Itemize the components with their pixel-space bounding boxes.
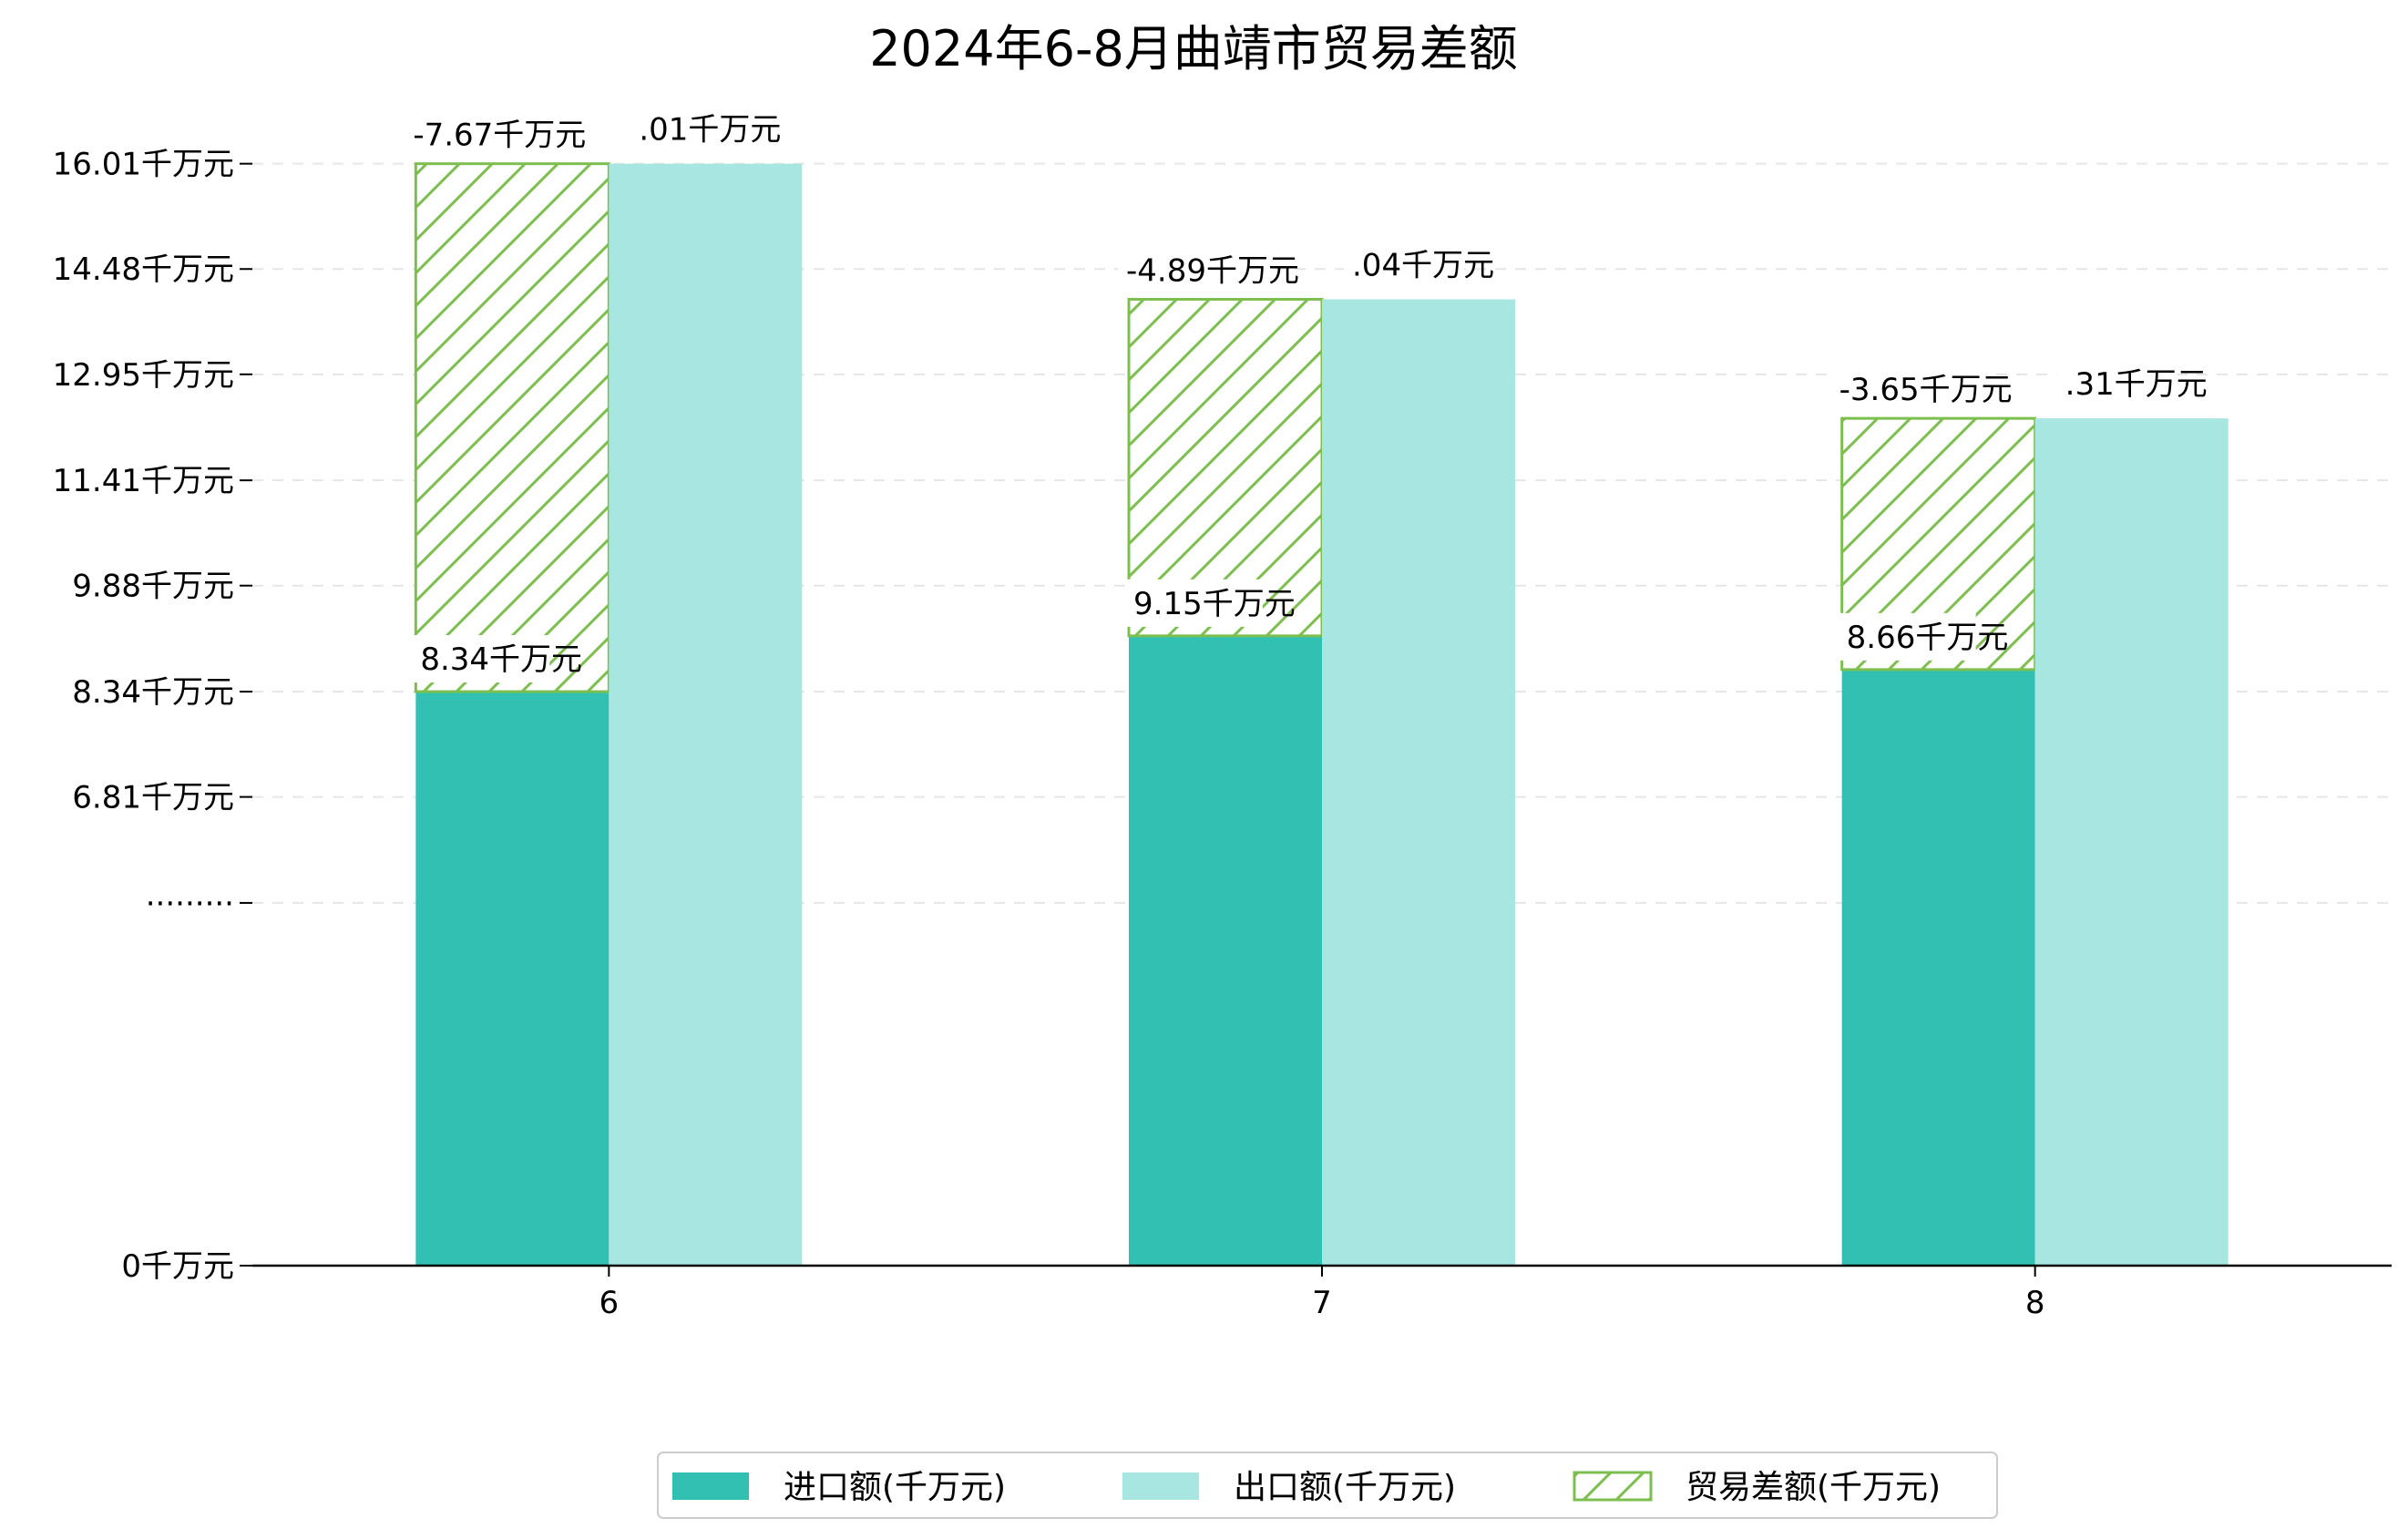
- x-tick-label: 6: [599, 1285, 620, 1321]
- y-tick-label: 0千万元: [121, 1248, 234, 1285]
- y-tick-label: 16.01千万元: [53, 147, 234, 183]
- label-trade-balance-bg: [1118, 246, 1273, 294]
- legend-label: 贸易差额(千万元): [1686, 1469, 1941, 1506]
- label-import-bg: [1125, 579, 1263, 627]
- x-tick-label: 8: [2025, 1285, 2045, 1321]
- label-import: 8.34千万元: [420, 641, 582, 678]
- bar-export: [2034, 418, 2229, 1266]
- label-export: .31千万元: [2065, 366, 2208, 403]
- bar-import: [1129, 635, 1322, 1266]
- legend: 进口额(千万元) 出口额(千万元) 贸易差额(千万元): [657, 1452, 1998, 1519]
- label-export: .04千万元: [1352, 247, 1494, 283]
- label-export-bg: [2056, 360, 2177, 408]
- legend-label: 出口额(千万元): [1234, 1469, 1456, 1506]
- bar-import: [415, 692, 610, 1266]
- label-import: 9.15千万元: [1133, 586, 1296, 622]
- bar-export: [609, 163, 803, 1266]
- label-import-bg: [1838, 612, 1976, 661]
- legend-swatch: [1573, 1471, 1653, 1502]
- label-export-bg: [1344, 241, 1464, 289]
- label-trade-balance: -3.65千万元: [1839, 372, 2013, 408]
- y-tick-label: 6.81千万元: [72, 780, 234, 816]
- label-export-bg: [630, 105, 752, 153]
- y-tick-label: 14.48千万元: [53, 251, 234, 288]
- label-export: .01千万元: [639, 112, 781, 149]
- bars: [414, 162, 2229, 1267]
- legend-box: [657, 1452, 1998, 1519]
- y-tick-label: 8.34千万元: [72, 674, 234, 711]
- axes: 0千万元 ········· 6.81千万元 8.34千万元 9.88千万元 11.41千…: [53, 147, 2392, 1321]
- label-trade-balance-bg: [1830, 365, 1986, 414]
- legend-swatch: [672, 1472, 749, 1500]
- label-import-bg: [412, 635, 550, 683]
- legend-label: 进口额(千万元): [784, 1469, 1006, 1506]
- y-tick-label: 11.41千万元: [53, 463, 234, 499]
- label-trade-balance: -4.89千万元: [1126, 252, 1299, 289]
- legend-swatch: [1122, 1472, 1199, 1500]
- bar-import: [1841, 669, 2035, 1266]
- y-tick-label: 9.88千万元: [72, 569, 234, 605]
- label-trade-balance-bg: [405, 110, 560, 159]
- chart-title: 2024年6-8月曲靖市贸易差额: [869, 20, 1518, 77]
- x-tick-label: 7: [1312, 1285, 1332, 1321]
- label-trade-balance: -7.67千万元: [413, 118, 586, 154]
- label-import: 8.66千万元: [1847, 620, 2009, 656]
- y-tick-label: 12.95千万元: [53, 357, 234, 394]
- y-tick-label: ·········: [146, 886, 234, 922]
- data-labels: .01千万元 -7.67千万元 8.34千万元 .04千万元 -4.89千万元 9.15千…: [405, 105, 2208, 683]
- bar-export: [1322, 299, 1515, 1267]
- bar-trade-balance: [414, 162, 610, 693]
